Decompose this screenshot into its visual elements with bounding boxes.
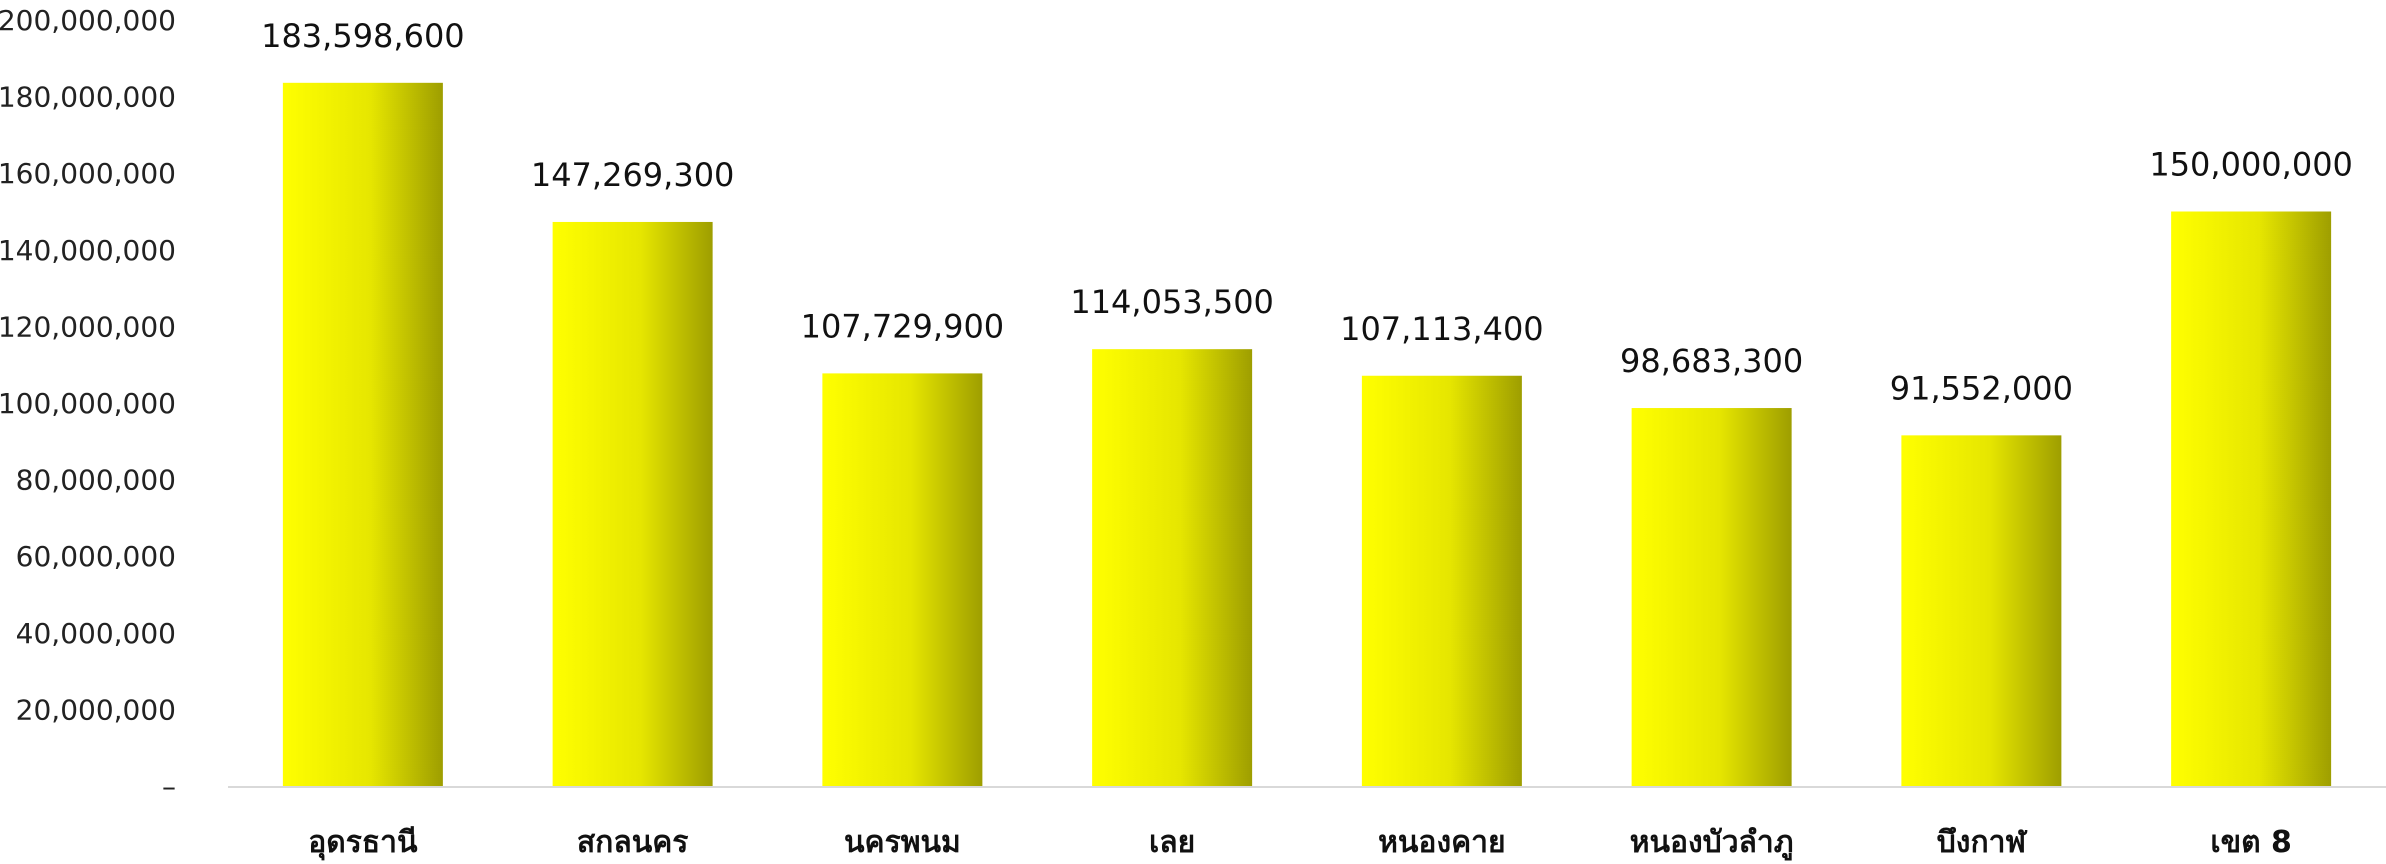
- bar-value-label: 114,053,500: [1070, 283, 1274, 321]
- category-label: นครพนม: [844, 825, 961, 860]
- category-label: หนองบัวลำภู: [1630, 825, 1794, 861]
- bar: [822, 373, 983, 786]
- y-tick-label: 100,000,000: [0, 387, 176, 420]
- bar: [1092, 349, 1253, 786]
- category-label: บึงกาฬ: [1937, 825, 2028, 860]
- category-label: สกลนคร: [577, 825, 689, 860]
- bar: [1361, 375, 1522, 786]
- y-tick-label: 60,000,000: [16, 540, 176, 573]
- y-tick-label: 160,000,000: [0, 157, 176, 190]
- bar: [282, 82, 443, 786]
- bar-value-label: 150,000,000: [2149, 146, 2353, 184]
- bar-value-label: 98,683,300: [1620, 342, 1803, 380]
- y-axis-tick-labels: – 20,000,000 40,000,000 60,000,000 80,000,00…: [0, 4, 176, 803]
- bar-value-label: 147,269,300: [531, 156, 735, 194]
- y-tick-label: 120,000,000: [0, 310, 176, 343]
- category-labels-group: อุดรธานี สกลนคร นครพนม เลย หนองคาย หนองบัวลำภ…: [308, 825, 2292, 861]
- bar: [2171, 211, 2332, 786]
- bar: [552, 221, 713, 786]
- bar-value-label: 183,598,600: [261, 17, 465, 55]
- category-label: เขต 8: [2210, 825, 2292, 860]
- y-tick-label: 200,000,000: [0, 4, 176, 37]
- y-tick-label: –: [162, 770, 176, 803]
- y-tick-label: 20,000,000: [16, 693, 176, 726]
- value-labels-group: 183,598,600 147,269,300 107,729,900 114,053…: [261, 17, 2353, 408]
- bar-value-label: 91,552,000: [1890, 369, 2073, 407]
- y-tick-label: 80,000,000: [16, 464, 176, 497]
- category-label: อุดรธานี: [308, 825, 418, 861]
- y-tick-label: 140,000,000: [0, 234, 176, 267]
- bar-value-label: 107,729,900: [801, 307, 1005, 345]
- bars-group: [282, 82, 2332, 786]
- y-tick-label: 40,000,000: [16, 617, 176, 650]
- bar: [1901, 435, 2062, 786]
- category-label: หนองคาย: [1378, 825, 1505, 860]
- bar: [1631, 408, 1792, 786]
- bar-value-label: 107,113,400: [1340, 310, 1544, 348]
- y-tick-label: 180,000,000: [0, 81, 176, 114]
- category-label: เลย: [1149, 825, 1195, 860]
